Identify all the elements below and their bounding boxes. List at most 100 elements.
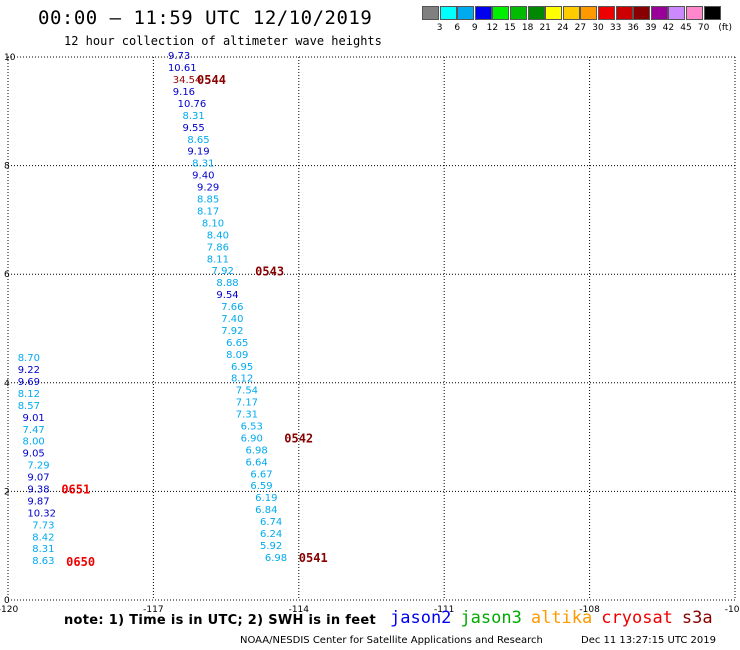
- wave-height-label: 8.65: [187, 135, 209, 146]
- scale-swatch: [492, 6, 510, 20]
- x-tick-label: -120: [0, 605, 18, 615]
- wave-height-label: 8.63: [32, 556, 54, 567]
- scale-swatch: [686, 6, 703, 20]
- scale-label: 33: [609, 23, 622, 33]
- wave-height-label: 9.55: [182, 123, 204, 134]
- chart-subtitle: 12 hour collection of altimeter wave hei…: [64, 34, 382, 48]
- satellite-legend-item: altika: [530, 608, 593, 628]
- scale-swatch: [580, 6, 598, 20]
- wave-height-label: 8.70: [18, 353, 40, 364]
- y-tick-label: 0: [4, 596, 10, 606]
- wave-height-label: 7.73: [32, 520, 54, 531]
- wave-height-label: 8.17: [197, 206, 219, 217]
- satellite-legend-item: s3a: [681, 608, 713, 628]
- scale-label: 36: [627, 23, 639, 33]
- wave-height-label: 7.17: [236, 398, 258, 409]
- wave-height-label: 7.66: [221, 302, 243, 313]
- pass-time-label: 0542: [284, 432, 313, 446]
- scale-label: 6: [454, 23, 461, 33]
- x-tick-label: -117: [143, 605, 163, 615]
- wave-height-label: 8.11: [207, 254, 229, 265]
- y-tick-label: 8: [4, 162, 10, 172]
- wave-height-label: 7.92: [212, 266, 234, 277]
- wave-height-label: 8.31: [192, 159, 214, 170]
- scale-swatch: [650, 6, 668, 20]
- wave-height-label: 6.98: [265, 553, 287, 564]
- wave-height-label: 8.09: [226, 350, 248, 361]
- wave-height-label: 8.40: [207, 230, 229, 241]
- pass-time-label: 0543: [255, 264, 284, 278]
- wave-height-label: 7.92: [221, 326, 243, 337]
- wave-height-label: 9.19: [187, 147, 209, 158]
- wave-height-label: 9.69: [18, 377, 40, 388]
- x-tick-label: -108: [579, 605, 600, 615]
- wave-height-label: 9.73: [168, 51, 190, 62]
- units-note: note: 1) Time is in UTC; 2) SWH is in fe…: [64, 613, 376, 628]
- scale-label: 30: [592, 23, 604, 33]
- wave-height-label: 8.10: [202, 218, 224, 229]
- wave-height-label: 8.12: [231, 374, 253, 385]
- wave-height-label: 9.87: [27, 496, 49, 507]
- satellite-legend-item: jason2: [390, 608, 452, 628]
- wave-height-label: 7.54: [236, 386, 258, 397]
- wave-height-label: 6.74: [260, 517, 282, 528]
- wave-height-label: 6.24: [260, 529, 282, 540]
- y-tick-label: 2: [4, 487, 10, 497]
- wave-height-label: 6.84: [255, 505, 277, 516]
- scale-label: 12: [486, 23, 499, 33]
- scale-label: (ft): [718, 23, 732, 33]
- satellite-legend-item: jason3: [460, 608, 522, 628]
- wave-height-label: 8.42: [32, 532, 54, 543]
- scale-swatch: [439, 6, 457, 20]
- wave-height-label: 9.40: [192, 171, 214, 182]
- wave-height-label: 8.85: [197, 195, 219, 206]
- wave-height-label: 8.31: [182, 111, 204, 122]
- wave-height-label: 6.95: [231, 362, 253, 373]
- scale-swatch: [668, 6, 686, 20]
- satellite-legend: jason2 jason3 altika cryosat s3a: [390, 608, 722, 628]
- scale-swatch: [703, 6, 721, 20]
- wave-height-label: 8.31: [32, 544, 54, 555]
- wave-height-label: 9.38: [27, 484, 49, 495]
- pass-time-label: 0651: [61, 483, 90, 497]
- wave-height-label: 9.29: [197, 183, 219, 194]
- credit-text: NOAA/NESDIS Center for Satellite Applica…: [240, 635, 543, 646]
- wave-height-label: 10.76: [178, 99, 207, 110]
- wave-height-label: 9.05: [23, 449, 45, 460]
- wave-height-label: 9.01: [23, 413, 45, 424]
- scale-label: 21: [539, 23, 551, 33]
- wave-height-label: 6.65: [226, 338, 248, 349]
- scale-label: 9: [471, 23, 478, 33]
- scale-label: 42: [662, 23, 675, 33]
- wave-height-label: 9.07: [27, 473, 49, 484]
- y-tick-label: 4: [4, 379, 10, 389]
- wave-height-label: 10.32: [27, 508, 56, 519]
- pass-time-label: 0541: [299, 551, 328, 565]
- wave-height-label: 6.59: [250, 481, 272, 492]
- scale-label: 15: [504, 23, 516, 33]
- wave-height-label: 9.54: [216, 290, 238, 301]
- scale-swatch: [633, 6, 651, 20]
- wave-height-label: 6.53: [241, 421, 263, 432]
- wave-height-label: 7.31: [236, 410, 258, 421]
- wave-height-label: 8.57: [18, 401, 40, 412]
- wave-height-label: 6.98: [245, 445, 267, 456]
- wave-height-label: 9.16: [173, 87, 195, 98]
- wave-height-label: 10.61: [168, 63, 197, 74]
- wave-height-label: 6.90: [241, 433, 263, 444]
- scale-label: 18: [521, 23, 534, 33]
- scale-label: 45: [680, 23, 692, 33]
- chart-title: 00:00 – 11:59 UTC 12/10/2019: [38, 7, 373, 29]
- x-tick-label: -111: [434, 605, 454, 615]
- scale-swatch: [527, 6, 545, 20]
- wave-height-label: 7.29: [27, 461, 49, 472]
- wave-height-label: 7.40: [221, 314, 243, 325]
- wave-height-label: 6.67: [250, 469, 272, 480]
- scale-swatch: [422, 6, 439, 20]
- scale-label: 39: [645, 23, 657, 33]
- scale-swatch: [474, 6, 492, 20]
- wave-height-label: 5.92: [260, 541, 282, 552]
- x-tick-label: -105: [725, 605, 740, 615]
- wave-height-label: 7.86: [207, 242, 229, 253]
- scale-swatch: [545, 6, 563, 20]
